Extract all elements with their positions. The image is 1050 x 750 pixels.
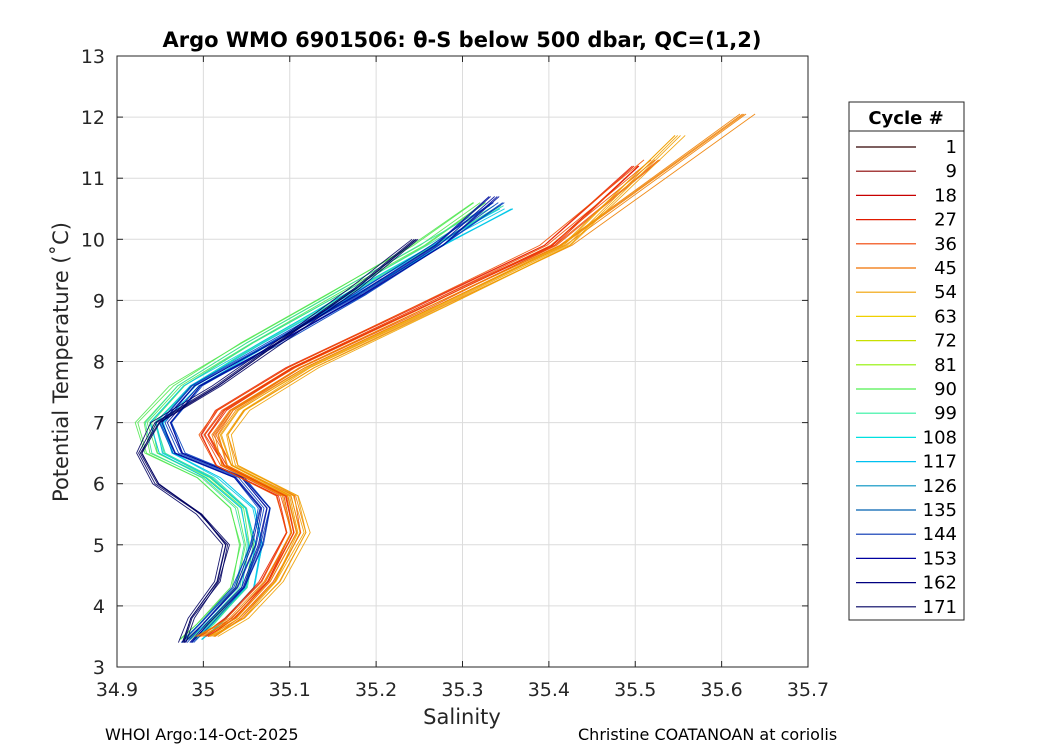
legend-title: Cycle # xyxy=(868,108,943,129)
legend-entry-label: 153 xyxy=(923,548,957,569)
y-tick-label: 12 xyxy=(81,107,105,129)
profile-line-orange xyxy=(214,135,681,637)
y-tick-label: 4 xyxy=(93,596,105,618)
profile-line-red-orange xyxy=(200,165,635,637)
profile-line-green-cyan xyxy=(151,202,486,640)
legend-entry-label: 54 xyxy=(934,282,957,303)
y-tick-label: 5 xyxy=(93,535,105,557)
profile-line-blue xyxy=(164,202,499,643)
x-tick-label: 35.5 xyxy=(614,679,656,701)
profile-line-red-orange xyxy=(212,159,661,637)
profile-line-red-orange xyxy=(198,159,645,637)
y-tick-label: 8 xyxy=(93,352,105,374)
grid xyxy=(116,55,809,668)
x-axis-ticks: 34.9 35 35.1 35.2 35.3 35.4 35.5 35.6 35.7 xyxy=(96,56,829,701)
profile-line-blue xyxy=(166,196,495,643)
y-tick-label: 10 xyxy=(81,229,105,251)
y-tick-label: 13 xyxy=(81,46,105,68)
profile-line-green-cyan xyxy=(146,202,485,640)
profile-line-green-cyan xyxy=(149,208,501,640)
legend-entry-label: 9 xyxy=(946,161,957,182)
legend: Cycle # 19182736455463728190991081171261… xyxy=(848,101,965,621)
x-axis-label: Salinity xyxy=(423,705,501,729)
legend-entry-label: 27 xyxy=(934,210,957,231)
x-tick-label: 35.3 xyxy=(441,679,483,701)
y-axis-ticks: 3 4 5 6 7 8 9 10 11 12 13 xyxy=(81,46,808,679)
y-tick-label: 7 xyxy=(93,413,105,435)
profile-line-green-cyan xyxy=(137,202,475,640)
legend-entry-label: 90 xyxy=(934,379,957,400)
legend-entry-label: 144 xyxy=(923,524,957,545)
legend-entry-label: 126 xyxy=(923,476,957,497)
profile-line-green-cyan xyxy=(134,202,474,640)
legend-entry-label: 72 xyxy=(934,331,957,352)
legend-entry-label: 99 xyxy=(934,403,957,424)
footer-right-credit: Christine COATANOAN at coriolis xyxy=(578,725,838,744)
legend-entry-label: 1 xyxy=(946,137,957,158)
chart-title: Argo WMO 6901506: θ-S below 500 dbar, QC… xyxy=(163,28,762,52)
y-tick-label: 9 xyxy=(93,290,105,312)
profile-line-green-cyan xyxy=(160,208,513,640)
legend-entry-label: 171 xyxy=(923,597,957,618)
profile-line-orange xyxy=(212,135,679,637)
x-tick-label: 35.7 xyxy=(787,679,829,701)
x-tick-label: 35.4 xyxy=(528,679,570,701)
x-tick-label: 35.6 xyxy=(700,679,742,701)
x-tick-label: 35.2 xyxy=(355,679,397,701)
legend-entry-label: 117 xyxy=(923,452,957,473)
legend-entry-label: 45 xyxy=(934,258,957,279)
profile-line-dark xyxy=(136,238,413,643)
y-tick-label: 3 xyxy=(93,657,105,679)
profile-line-orange xyxy=(208,135,676,637)
y-axis-label: Potential Temperature (˚C) xyxy=(49,222,73,502)
legend-entry-label: 36 xyxy=(934,234,957,255)
profile-line-orange xyxy=(202,113,747,637)
series-layer xyxy=(134,113,756,643)
legend-entry-label: 162 xyxy=(923,573,957,594)
profile-line-orange xyxy=(196,113,743,637)
profile-line-dark xyxy=(139,238,417,643)
profile-line-blue xyxy=(158,202,494,643)
profile-line-red-orange xyxy=(208,159,656,637)
legend-entry-label: 18 xyxy=(934,185,957,206)
legend-entry-label: 81 xyxy=(934,355,957,376)
profile-line-orange xyxy=(217,135,686,637)
legend-entries: 1 9 18 27 36 45 54 63 72 81 90 99 108 117 126 135 144 153… xyxy=(856,137,957,618)
x-tick-label: 35.1 xyxy=(269,679,311,701)
x-tick-label: 34.9 xyxy=(96,679,138,701)
legend-entry-label: 63 xyxy=(934,306,957,327)
y-tick-label: 11 xyxy=(81,168,105,190)
legend-entry-label: 108 xyxy=(923,427,957,448)
y-tick-label: 6 xyxy=(93,474,105,496)
x-tick-label: 35 xyxy=(191,679,215,701)
legend-entry-label: 135 xyxy=(923,500,957,521)
footer-left-credit: WHOI Argo:14-Oct-2025 xyxy=(105,725,299,744)
profile-line-blue xyxy=(161,196,490,643)
profile-line-green-cyan xyxy=(143,202,481,640)
